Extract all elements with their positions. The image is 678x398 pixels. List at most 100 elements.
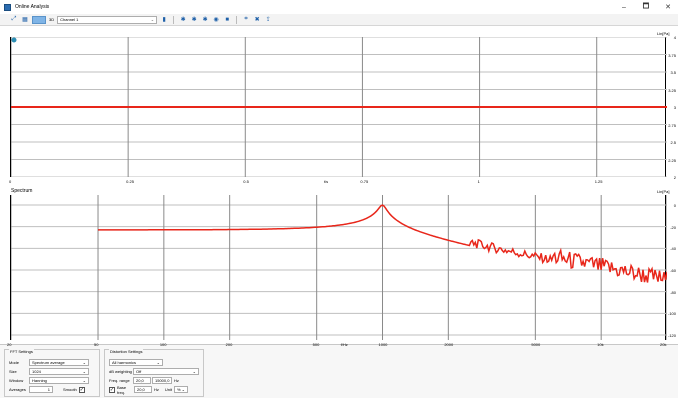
time-plot-y-tick: 4 — [673, 35, 676, 40]
distortion-settings-group: Distortion Settings All harmonics ⌄ dB we… — [104, 349, 204, 397]
fft-mode-row: Mode Spectrum average ⌄ — [9, 359, 89, 366]
highlight-button[interactable] — [32, 15, 46, 24]
distortion-settings-title: Distortion Settings — [109, 349, 144, 354]
save-icon[interactable]: ■ — [225, 16, 229, 23]
pin-icon[interactable]: ✱ — [202, 17, 208, 23]
fft-window-label: Window — [9, 378, 24, 383]
chevron-down-icon: ⌄ — [192, 369, 196, 374]
time-plot-y-tick: 2.5 — [670, 140, 676, 145]
freq-range-from-input[interactable]: 20,0 — [133, 377, 151, 384]
settings-panel: FFT Settings Mode Spectrum average ⌄ Size… — [0, 344, 678, 398]
export-icon[interactable]: ⇪ — [265, 17, 271, 23]
window-title: Online Analysis — [15, 4, 50, 10]
harmonics-select[interactable]: All harmonics ⌄ — [109, 359, 163, 366]
base-freq-value: 20,0 — [137, 387, 145, 392]
time-plot-x-tick: 0.25 — [126, 179, 134, 184]
chevron-down-icon: ⌄ — [156, 360, 160, 365]
pin-icon[interactable]: ✱ — [191, 17, 197, 23]
info-icon[interactable] — [11, 37, 17, 43]
bar-chart-icon[interactable]: ▮ — [162, 17, 166, 23]
close-button[interactable]: ✕ — [665, 4, 671, 11]
freq-range-row: Freq. range 20,0 15000,0 Hz — [109, 377, 179, 384]
minimize-button[interactable]: – — [622, 3, 626, 11]
freq-range-to-value: 15000,0 — [155, 378, 170, 383]
time-plot[interactable] — [10, 36, 667, 178]
chevron-down-icon: ⌄ — [150, 17, 155, 22]
grid-icon[interactable]: ▦ — [22, 17, 28, 23]
fft-averages-row: Averages 1 Smooth ✓ — [9, 386, 87, 393]
fft-window-value: Hanning — [32, 378, 47, 383]
fft-mode-select[interactable]: Spectrum average ⌄ — [29, 359, 89, 366]
spectrum-y-tick: -100 — [667, 311, 676, 317]
base-freq-checkbox[interactable]: ✓ — [109, 386, 115, 393]
chevron-down-icon: ⌄ — [82, 369, 86, 374]
fft-mode-label: Mode — [9, 360, 20, 365]
weighting-value: Off — [136, 369, 142, 374]
window-controls: – 🗖 ✕ — [618, 0, 674, 14]
time-plot-x-tick: 1.25 — [594, 179, 603, 184]
unit-select[interactable]: % ⌄ — [174, 386, 189, 393]
time-plot-y-tick: 3.75 — [668, 52, 676, 58]
fft-window-select[interactable]: Hanning ⌄ — [29, 377, 89, 384]
harmonics-value: All harmonics — [112, 360, 137, 365]
cross-icon[interactable]: ✖ — [254, 17, 260, 23]
time-plot-y-tick: 3.5 — [670, 70, 676, 75]
crop-icon[interactable]: ⌗ — [244, 16, 248, 22]
pin-icon[interactable]: ✱ — [180, 17, 186, 23]
smooth-checkbox[interactable]: ✓ — [78, 386, 85, 393]
spectrum-y-tick: -40 — [670, 246, 676, 252]
base-freq-label: Base freq. — [117, 384, 127, 395]
freq-range-from-value: 20,0 — [136, 378, 144, 383]
spectrum-plot[interactable] — [10, 195, 668, 340]
time-plot-x-tick: 0 — [9, 179, 12, 184]
fft-size-label: Size — [9, 369, 17, 374]
harmonics-row: All harmonics ⌄ — [109, 359, 163, 366]
spectrum-y-unit: Lin[Pa] — [657, 189, 670, 194]
spectrum-x-tick: 5000 — [531, 342, 541, 347]
base-freq-row: ✓ Base freq. 20,0 Hz Unit % ⌄ — [109, 384, 189, 395]
toolbar-divider — [236, 15, 238, 24]
weighting-label: dB weighting — [109, 369, 132, 374]
averages-stepper[interactable]: 1 — [29, 386, 53, 393]
fft-window-row: Window Hanning ⌄ — [9, 377, 89, 384]
time-plot-y-tick: 2.25 — [668, 157, 676, 163]
base-freq-input[interactable]: 20,0 — [134, 386, 152, 393]
chevron-down-icon: ⌄ — [82, 378, 86, 383]
chevron-down-icon: ⌄ — [181, 387, 186, 392]
spectrum-x-unit: f/Hz — [340, 342, 348, 347]
expand-icon[interactable]: ⤢ — [11, 16, 17, 22]
spectrum-x-tick: 1000 — [378, 342, 388, 347]
spectrum-x-tick: 20 — [7, 342, 12, 347]
time-plot-x-tick: 1 — [477, 179, 480, 184]
base-freq-unit: Hz — [154, 387, 159, 392]
maximize-button[interactable]: 🗖 — [642, 2, 650, 10]
spectrum-title: Spectrum — [11, 188, 33, 194]
fft-size-select[interactable]: 1024 ⌄ — [29, 368, 89, 375]
marker-icon[interactable]: ◉ — [213, 17, 219, 23]
weighting-select[interactable]: Off ⌄ — [133, 368, 199, 375]
time-plot-y-unit: Lin[Pa] — [657, 31, 670, 36]
time-plot-x-tick: 0.75 — [360, 179, 369, 184]
weighting-row: dB weighting Off ⌄ — [109, 368, 199, 375]
spectrum-y-tick: -20 — [670, 224, 676, 230]
time-plot-x-unit: t/s — [323, 179, 329, 184]
toolbar: ⤢ ▦ 3D Channel 1 ⌄ ▮ ✱ ✱ ✱ ◉ ■ ⌗ ✖ ⇪ — [0, 14, 678, 26]
freq-range-unit: Hz — [174, 378, 179, 383]
channel-select[interactable]: Channel 1 ⌄ — [57, 15, 158, 24]
unit-label: Unit — [164, 387, 173, 392]
smooth-label: Smooth — [63, 387, 77, 392]
spectrum-y-tick: -120 — [667, 333, 676, 338]
spectrum-x-tick: 100 — [159, 342, 167, 347]
fft-size-value: 1024 — [32, 369, 41, 374]
freq-range-label: Freq. range — [109, 378, 130, 383]
spectrum-x-tick: 20k — [660, 342, 667, 347]
spectrum-x-tick: 10k — [597, 342, 604, 347]
mode-label[interactable]: 3D — [49, 17, 55, 22]
toolbar-divider — [173, 15, 175, 24]
window-titlebar: Online Analysis – 🗖 ✕ — [0, 0, 678, 14]
freq-range-to-input[interactable]: 15000,0 — [152, 377, 172, 384]
spectrum-x-tick: 500 — [312, 342, 320, 347]
fft-averages-label: Averages — [9, 387, 26, 392]
spectrum-trace-line — [98, 204, 668, 283]
fft-size-row: Size 1024 ⌄ — [9, 368, 89, 375]
